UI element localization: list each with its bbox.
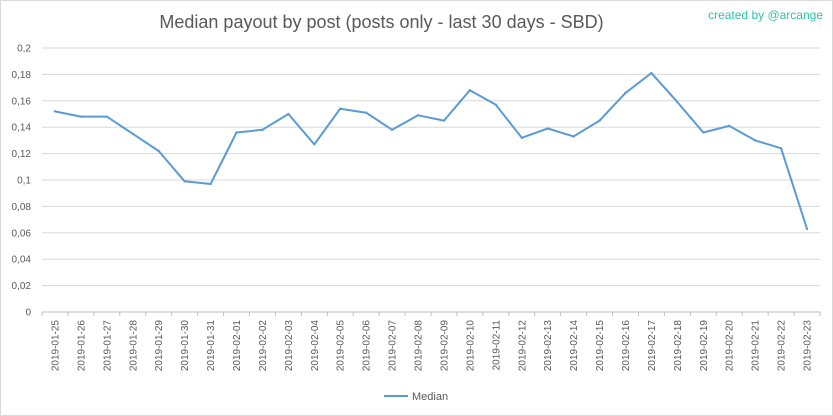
x-tick-label: 2019-02-16 <box>621 320 632 372</box>
x-tick-label: 2019-02-05 <box>336 320 347 372</box>
x-tick-label: 2019-01-31 <box>206 320 217 372</box>
y-tick-label: 0,06 <box>12 228 32 239</box>
x-tick-label: 2019-02-18 <box>673 320 684 372</box>
x-tick-label: 2019-02-21 <box>751 320 762 372</box>
x-tick-label: 2019-02-14 <box>569 320 580 372</box>
x-tick-label: 2019-02-01 <box>232 320 243 372</box>
x-tick-label: 2019-02-03 <box>284 320 295 372</box>
y-tick-label: 0,04 <box>12 255 32 266</box>
chart-credit: created by @arcange <box>708 8 823 22</box>
y-tick-label: 0,2 <box>17 44 31 55</box>
legend: Median <box>384 391 448 403</box>
data-point <box>468 89 472 92</box>
data-point <box>416 114 420 117</box>
x-tick-label: 2019-01-26 <box>76 320 87 372</box>
legend-label: Median <box>412 391 448 403</box>
x-tick-label: 2019-02-23 <box>803 320 814 372</box>
data-point <box>105 115 109 118</box>
data-point <box>339 107 342 110</box>
data-point <box>157 149 160 153</box>
data-point <box>390 128 394 132</box>
x-tick-label: 2019-02-20 <box>725 320 736 372</box>
x-tick-label: 2019-01-27 <box>102 320 113 372</box>
data-point <box>209 182 212 186</box>
gridlines <box>42 47 820 313</box>
data-point <box>313 143 316 146</box>
y-tick-label: 0,08 <box>12 202 32 213</box>
x-tick-label: 2019-02-17 <box>647 320 658 372</box>
series-line-median <box>54 72 808 230</box>
data-point <box>364 111 368 114</box>
x-tick-label: 2019-01-30 <box>180 320 191 372</box>
x-tick-label: 2019-02-15 <box>595 320 606 372</box>
x-tick-label: 2019-02-12 <box>517 320 528 372</box>
data-point <box>779 147 783 150</box>
x-tick-label: 2019-02-04 <box>310 320 321 372</box>
data-point <box>702 131 705 134</box>
data-point <box>546 127 549 130</box>
x-tick-label: 2019-02-09 <box>439 320 450 372</box>
x-tick-label: 2019-01-25 <box>50 320 61 372</box>
data-point <box>79 115 83 118</box>
y-tick-label: 0 <box>25 308 31 319</box>
data-point <box>131 132 134 135</box>
x-tick-label: 2019-02-02 <box>258 320 269 372</box>
data-point <box>287 112 290 116</box>
data-point <box>572 135 575 138</box>
data-point <box>261 128 264 132</box>
x-tick-label: 2019-01-28 <box>128 320 139 372</box>
y-tick-label: 0,16 <box>12 96 32 107</box>
data-point <box>235 131 238 134</box>
x-tick-label: 2019-02-19 <box>699 320 710 372</box>
data-point <box>650 71 653 75</box>
data-point <box>520 136 523 139</box>
data-point <box>494 103 498 106</box>
y-tick-label: 0,02 <box>12 281 32 292</box>
y-tick-label: 0,18 <box>12 70 32 81</box>
series-group <box>53 71 809 231</box>
y-axis-ticks: 0 0,02 0,04 0,06 0,08 0,1 0,12 0,14 0,16 0,18 0,2 <box>12 44 32 319</box>
data-point <box>183 180 186 183</box>
x-tick-label: 2019-01-29 <box>154 320 165 372</box>
y-tick-label: 0,14 <box>12 123 32 134</box>
data-point <box>753 139 757 142</box>
data-point <box>53 110 57 113</box>
x-tick-label: 2019-02-13 <box>543 320 554 372</box>
y-tick-label: 0,1 <box>17 176 31 187</box>
y-tick-label: 0,12 <box>12 149 32 160</box>
chart-title: Median payout by post (posts only - last… <box>159 12 604 32</box>
data-point <box>624 91 627 95</box>
data-point <box>442 119 446 122</box>
x-tick-label: 2019-02-22 <box>777 320 788 372</box>
data-point <box>676 100 679 104</box>
x-tick-label: 2019-02-06 <box>362 320 373 372</box>
x-tick-label: 2019-02-11 <box>491 320 502 371</box>
data-point <box>728 124 731 128</box>
x-tick-label: 2019-02-10 <box>465 320 476 372</box>
x-tick-label: 2019-02-08 <box>414 320 425 372</box>
data-point <box>805 227 809 231</box>
data-point <box>598 119 601 122</box>
x-tick-label: 2019-02-07 <box>388 320 399 372</box>
x-axis-ticks: 2019-01-25 2019-01-26 2019-01-27 2019-01-28… <box>41 312 821 372</box>
